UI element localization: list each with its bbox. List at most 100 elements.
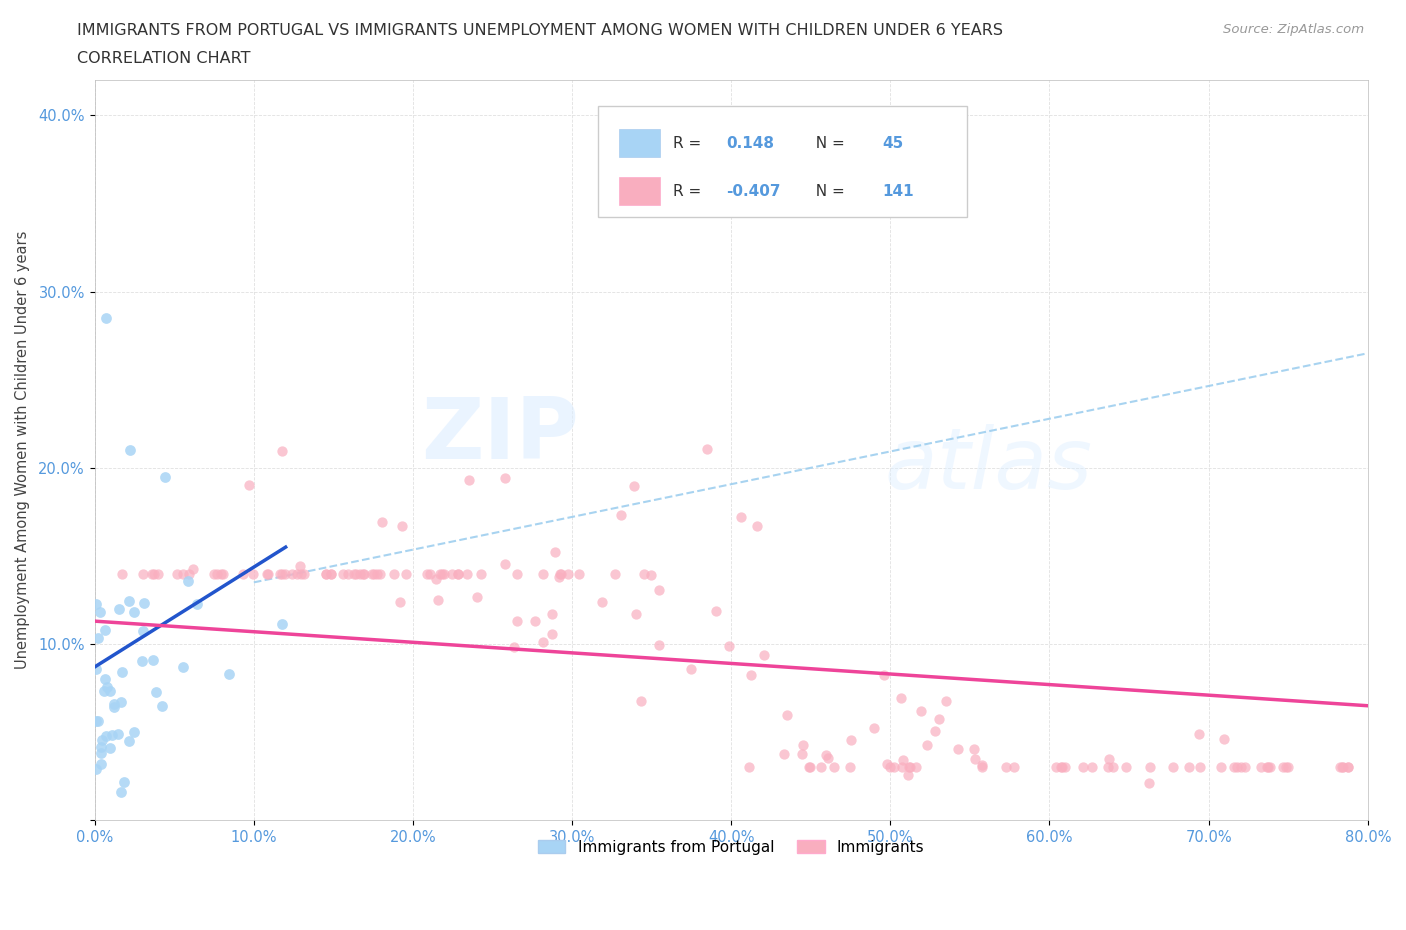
Point: [425, 572, 447, 587]
Point: [84, 761, 107, 776]
Point: [433, 566, 456, 581]
FancyBboxPatch shape: [598, 106, 967, 217]
Point: [995, 760, 1018, 775]
Point: [718, 638, 741, 653]
Point: [1275, 760, 1298, 775]
Point: [1277, 760, 1299, 775]
Text: CORRELATION CHART: CORRELATION CHART: [77, 51, 250, 66]
Point: [910, 704, 932, 719]
Point: [344, 566, 367, 581]
Point: [87, 713, 110, 728]
Point: [568, 566, 591, 581]
Point: [90, 739, 112, 754]
Point: [494, 556, 516, 571]
Point: [1137, 776, 1160, 790]
Point: [814, 748, 837, 763]
Point: [111, 665, 134, 680]
Point: [391, 519, 413, 534]
Point: [540, 606, 562, 621]
Point: [131, 654, 153, 669]
Point: [738, 760, 761, 775]
Point: [153, 470, 176, 485]
Text: ZIP: ZIP: [420, 394, 578, 477]
Point: [319, 566, 342, 581]
Point: [440, 566, 463, 581]
Point: [891, 760, 914, 775]
Point: [456, 566, 478, 581]
Point: [1178, 760, 1201, 775]
Point: [970, 760, 993, 775]
Point: [1331, 760, 1354, 775]
Point: [897, 767, 920, 782]
Point: [98, 684, 121, 698]
Point: [150, 698, 173, 713]
Text: Source: ZipAtlas.com: Source: ZipAtlas.com: [1223, 23, 1364, 36]
Point: [349, 566, 371, 581]
Point: [890, 690, 912, 705]
Point: [1223, 760, 1246, 775]
Point: [94, 622, 117, 637]
Point: [110, 695, 132, 710]
Point: [288, 559, 311, 574]
Point: [118, 443, 141, 458]
Point: [465, 590, 488, 604]
Point: [256, 566, 278, 581]
Point: [883, 760, 905, 775]
Point: [1045, 760, 1067, 775]
Point: [124, 724, 146, 739]
Point: [841, 733, 863, 748]
Point: [366, 566, 388, 581]
Text: -0.407: -0.407: [725, 183, 780, 199]
Point: [799, 760, 821, 775]
Point: [353, 566, 375, 581]
Point: [531, 634, 554, 649]
Point: [773, 747, 796, 762]
Point: [131, 624, 153, 639]
Point: [141, 566, 163, 581]
Point: [270, 566, 292, 581]
Point: [810, 760, 832, 775]
Point: [90, 746, 112, 761]
Point: [872, 668, 894, 683]
Point: [86, 631, 108, 645]
Point: [823, 760, 845, 775]
Point: [429, 566, 451, 581]
Point: [232, 566, 254, 581]
Point: [603, 566, 626, 581]
Point: [315, 566, 337, 581]
Point: [633, 566, 655, 581]
Point: [112, 774, 135, 789]
Point: [132, 596, 155, 611]
Point: [352, 566, 374, 581]
Point: [531, 566, 554, 581]
Text: 45: 45: [883, 136, 904, 151]
Text: R =: R =: [672, 136, 706, 151]
Text: 141: 141: [883, 183, 914, 199]
Point: [145, 684, 167, 699]
Point: [363, 566, 385, 581]
Point: [271, 444, 294, 458]
Point: [752, 648, 775, 663]
Point: [212, 566, 235, 581]
Point: [904, 760, 927, 775]
Point: [624, 606, 647, 621]
Point: [1329, 760, 1351, 775]
Point: [118, 593, 141, 608]
Legend: Immigrants from Portugal, Immigrants: Immigrants from Portugal, Immigrants: [531, 833, 931, 861]
Point: [776, 707, 799, 722]
Point: [93, 684, 115, 698]
Point: [458, 472, 481, 487]
Point: [1230, 760, 1253, 775]
Point: [1209, 760, 1232, 775]
Point: [1002, 760, 1025, 775]
Point: [107, 726, 129, 741]
Point: [623, 478, 645, 493]
Point: [550, 566, 572, 581]
Point: [336, 566, 359, 581]
Point: [172, 659, 194, 674]
Point: [1256, 760, 1278, 775]
Point: [181, 562, 204, 577]
Point: [343, 566, 366, 581]
Point: [96, 729, 118, 744]
Point: [90, 757, 112, 772]
